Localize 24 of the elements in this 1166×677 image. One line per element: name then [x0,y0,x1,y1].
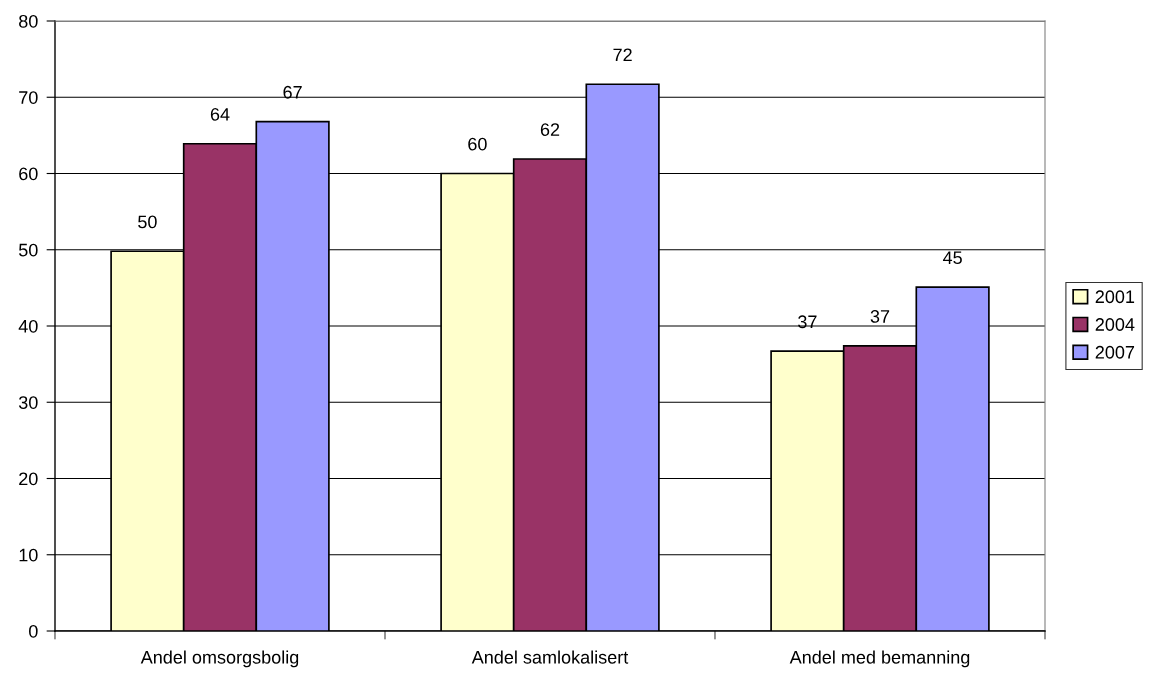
y-tick-label: 40 [18,319,38,333]
y-tick-label: 80 [19,14,38,28]
y-tick-label: 50 [18,243,38,257]
x-tick-label: Andel samlokalisert [471,650,629,664]
legend-label: 2007 [1095,345,1135,359]
data-label: 45 [942,251,962,265]
y-tick-label: 20 [19,472,38,486]
y-tick-label: 70 [19,91,38,104]
data-label: 37 [798,315,817,329]
y-tick-label: 10 [19,548,38,562]
data-label: 64 [210,107,230,121]
data-label: 67 [283,85,302,99]
data-label: 72 [613,48,632,62]
data-label: 62 [540,123,560,136]
x-tick-label: Andel med bemanning [789,650,970,668]
data-label: 60 [468,137,487,151]
y-tick-label: 30 [18,396,38,409]
legend-label: 2004 [1095,318,1135,331]
x-tick-label: Andel omsorgsbolig [140,650,299,668]
y-tick-label: 0 [29,624,38,638]
y-tick-label: 60 [19,167,38,181]
data-label: 37 [870,310,890,323]
data-label: 50 [138,215,157,229]
legend-label: 2001 [1095,290,1135,304]
